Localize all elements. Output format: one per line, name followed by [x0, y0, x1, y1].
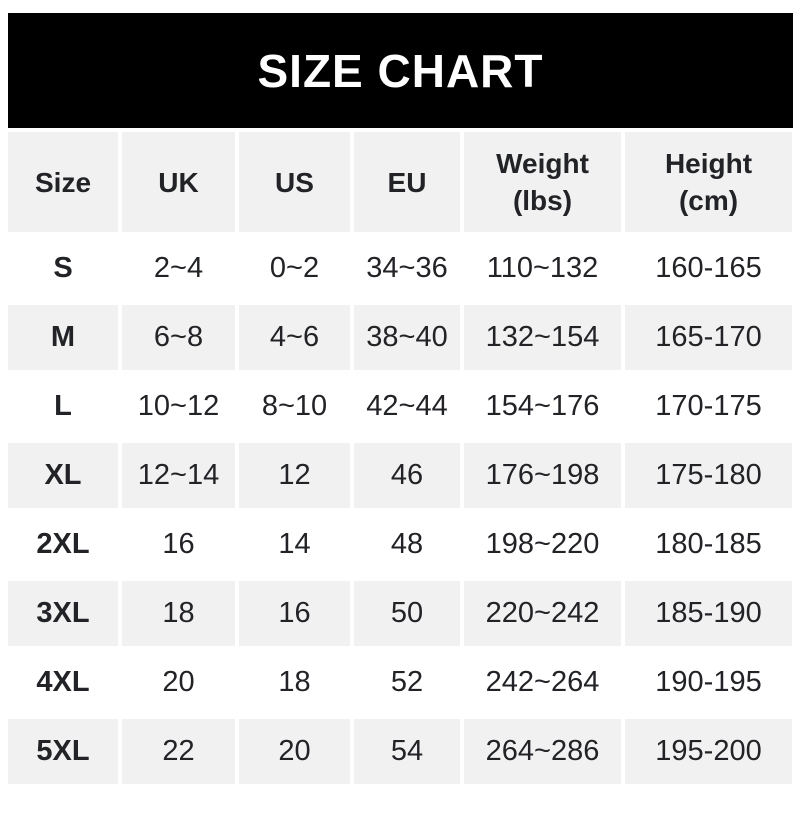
cell-eu: 38~40 [354, 305, 460, 370]
cell-weight: 154~176 [464, 374, 621, 439]
header-cell-us: US [239, 132, 350, 232]
header-label: EU [387, 166, 427, 198]
cell-weight: 220~242 [464, 581, 621, 646]
cell-us: 16 [239, 581, 350, 646]
header-cell-uk: UK [122, 132, 235, 232]
cell-us: 12 [239, 443, 350, 508]
cell-uk: 22 [122, 719, 235, 784]
header-cell-size: Size [8, 132, 118, 232]
cell-us: 8~10 [239, 374, 350, 439]
cell-uk: 6~8 [122, 305, 235, 370]
header-label: Height [664, 148, 753, 179]
cell-us: 0~2 [239, 236, 350, 301]
cell-size: 5XL [8, 719, 118, 784]
cell-size: 2XL [8, 512, 118, 577]
cell-eu: 48 [354, 512, 460, 577]
cell-height: 185-190 [625, 581, 792, 646]
cell-us: 4~6 [239, 305, 350, 370]
cell-weight: 198~220 [464, 512, 621, 577]
header-label: UK [158, 166, 199, 198]
cell-eu: 34~36 [354, 236, 460, 301]
cell-size: 3XL [8, 581, 118, 646]
cell-size: M [8, 305, 118, 370]
cell-uk: 18 [122, 581, 235, 646]
cell-weight: 110~132 [464, 236, 621, 301]
cell-height: 160-165 [625, 236, 792, 301]
cell-uk: 2~4 [122, 236, 235, 301]
cell-eu: 46 [354, 443, 460, 508]
cell-size: S [8, 236, 118, 301]
cell-height: 175-180 [625, 443, 792, 508]
cell-height: 195-200 [625, 719, 792, 784]
cell-height: 165-170 [625, 305, 792, 370]
cell-weight: 264~286 [464, 719, 621, 784]
cell-weight: 176~198 [464, 443, 621, 508]
cell-eu: 52 [354, 650, 460, 715]
cell-size: L [8, 374, 118, 439]
cell-uk: 10~12 [122, 374, 235, 439]
cell-uk: 20 [122, 650, 235, 715]
cell-eu: 42~44 [354, 374, 460, 439]
cell-eu: 54 [354, 719, 460, 784]
header-cell-weight: Weight (lbs) [464, 132, 621, 232]
cell-size: XL [8, 443, 118, 508]
cell-eu: 50 [354, 581, 460, 646]
cell-height: 180-185 [625, 512, 792, 577]
cell-us: 18 [239, 650, 350, 715]
cell-uk: 16 [122, 512, 235, 577]
header-label-line2: (cm) [678, 185, 739, 216]
cell-us: 14 [239, 512, 350, 577]
page-title: SIZE CHART [257, 44, 544, 97]
header-label: Weight [496, 148, 589, 179]
title-banner: SIZE CHART [8, 13, 793, 128]
cell-height: 190-195 [625, 650, 792, 715]
header-cell-height: Height (cm) [625, 132, 792, 232]
cell-us: 20 [239, 719, 350, 784]
cell-uk: 12~14 [122, 443, 235, 508]
cell-size: 4XL [8, 650, 118, 715]
size-chart-table: Size UK US EU Weight (lbs) Height (cm) S… [8, 132, 793, 784]
header-label: US [275, 166, 314, 198]
cell-height: 170-175 [625, 374, 792, 439]
cell-weight: 132~154 [464, 305, 621, 370]
header-cell-eu: EU [354, 132, 460, 232]
header-label: Size [34, 166, 92, 198]
cell-weight: 242~264 [464, 650, 621, 715]
header-label-line2: (lbs) [512, 185, 573, 216]
